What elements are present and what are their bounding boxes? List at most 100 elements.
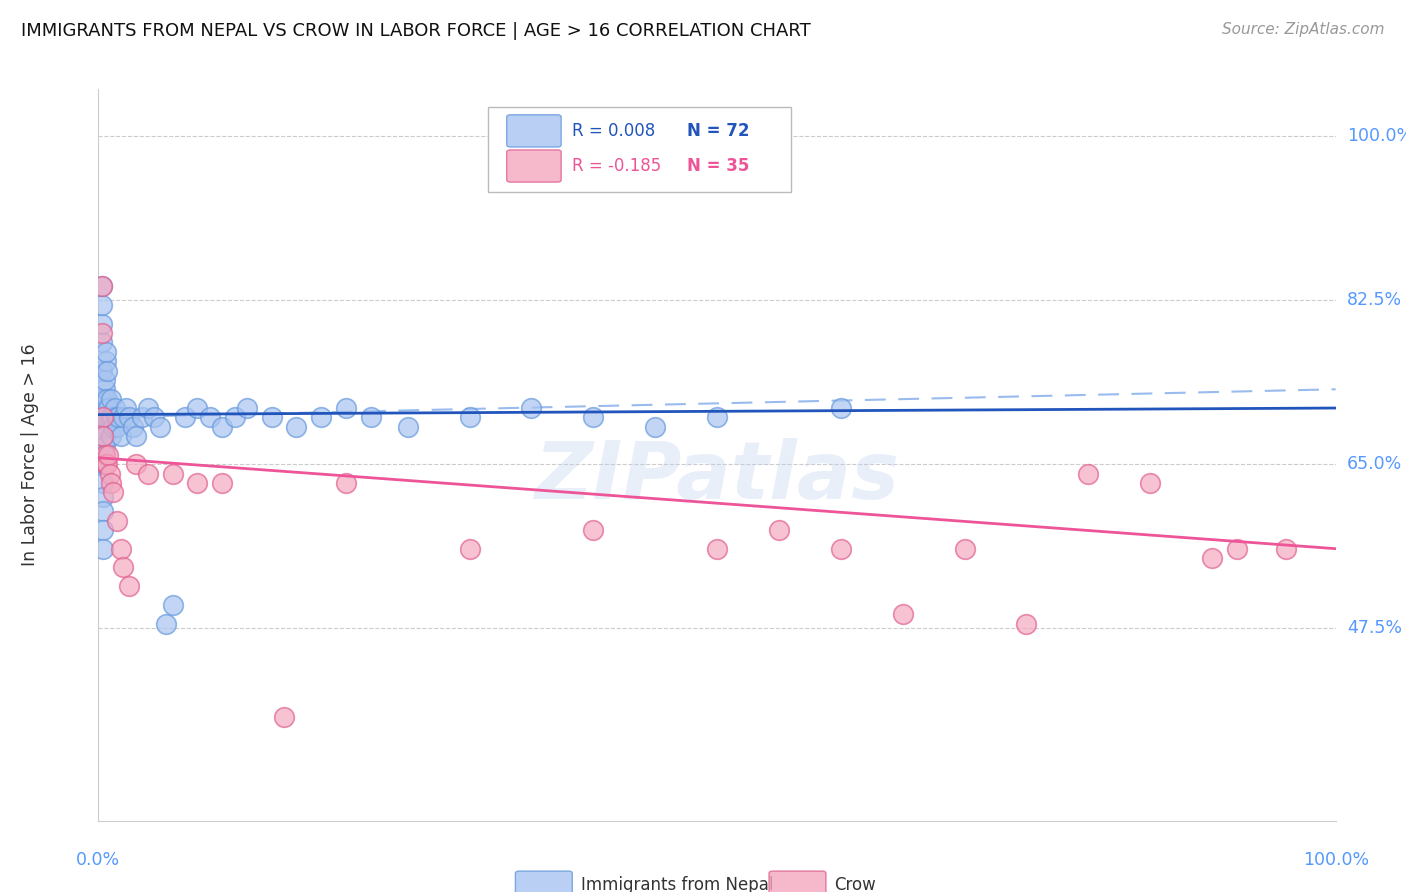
Point — [582, 410, 605, 425]
Point — [93, 523, 115, 537]
Point — [1275, 541, 1298, 556]
Point — [360, 410, 382, 425]
Point — [91, 279, 114, 293]
Point — [93, 541, 115, 556]
Point — [90, 410, 112, 425]
Point — [335, 401, 357, 415]
Point — [110, 541, 132, 556]
Point — [396, 419, 419, 434]
Point — [94, 354, 117, 368]
Point — [143, 410, 166, 425]
Point — [582, 523, 605, 537]
Point — [136, 401, 159, 415]
Point — [93, 419, 115, 434]
Point — [93, 392, 115, 406]
Point — [136, 467, 159, 481]
FancyBboxPatch shape — [516, 871, 572, 892]
Point — [97, 401, 120, 415]
Point — [93, 458, 115, 472]
Point — [94, 344, 117, 359]
Point — [186, 476, 208, 491]
Point — [953, 541, 976, 556]
Point — [100, 392, 122, 406]
Point — [93, 448, 115, 462]
Point — [186, 401, 208, 415]
Point — [1077, 467, 1099, 481]
Point — [1139, 476, 1161, 491]
Point — [458, 541, 481, 556]
Point — [103, 401, 125, 415]
Point — [155, 616, 177, 631]
Text: 100.0%: 100.0% — [1347, 127, 1406, 145]
Point — [93, 429, 115, 443]
Point — [124, 429, 146, 443]
Point — [830, 401, 852, 415]
Point — [96, 458, 118, 472]
Point — [104, 410, 127, 425]
Point — [91, 326, 114, 340]
Point — [1201, 551, 1223, 566]
Point — [706, 541, 728, 556]
Point — [1015, 616, 1038, 631]
Point — [124, 458, 146, 472]
FancyBboxPatch shape — [769, 871, 825, 892]
Point — [112, 560, 135, 574]
FancyBboxPatch shape — [506, 150, 561, 182]
Point — [91, 363, 114, 377]
Point — [105, 514, 128, 528]
Point — [211, 419, 233, 434]
Point — [93, 382, 115, 396]
Point — [162, 598, 184, 612]
Point — [224, 410, 246, 425]
Point — [91, 279, 114, 293]
Text: N = 35: N = 35 — [688, 157, 749, 175]
Point — [830, 541, 852, 556]
Point — [198, 410, 221, 425]
Point — [103, 485, 125, 500]
Point — [110, 429, 132, 443]
Point — [122, 419, 145, 434]
Text: R = 0.008: R = 0.008 — [572, 122, 655, 140]
Point — [93, 373, 115, 387]
Point — [105, 419, 128, 434]
Point — [91, 335, 114, 350]
Text: Crow: Crow — [835, 876, 876, 892]
Point — [93, 410, 115, 425]
Point — [260, 410, 283, 425]
Text: 65.0%: 65.0% — [1347, 455, 1402, 474]
Text: IMMIGRANTS FROM NEPAL VS CROW IN LABOR FORCE | AGE > 16 CORRELATION CHART: IMMIGRANTS FROM NEPAL VS CROW IN LABOR F… — [21, 22, 811, 40]
Point — [162, 467, 184, 481]
FancyBboxPatch shape — [506, 115, 561, 147]
Text: 100.0%: 100.0% — [1302, 851, 1369, 869]
Point — [97, 448, 120, 462]
Point — [891, 607, 914, 622]
Text: Immigrants from Nepal: Immigrants from Nepal — [581, 876, 773, 892]
Point — [93, 504, 115, 518]
Point — [94, 458, 117, 472]
Point — [458, 410, 481, 425]
Point — [149, 419, 172, 434]
Point — [100, 429, 122, 443]
Text: R = -0.185: R = -0.185 — [572, 157, 662, 175]
Text: ZIPatlas: ZIPatlas — [534, 438, 900, 516]
Text: Source: ZipAtlas.com: Source: ZipAtlas.com — [1222, 22, 1385, 37]
Point — [98, 467, 121, 481]
Point — [103, 419, 125, 434]
Point — [96, 392, 118, 406]
Point — [211, 476, 233, 491]
Point — [90, 392, 112, 406]
Point — [644, 419, 666, 434]
Point — [706, 410, 728, 425]
Point — [131, 410, 153, 425]
Point — [93, 429, 115, 443]
Point — [114, 401, 136, 415]
Point — [174, 410, 197, 425]
Point — [93, 448, 115, 462]
Point — [91, 419, 114, 434]
Point — [93, 410, 115, 425]
Point — [98, 410, 121, 425]
Text: 47.5%: 47.5% — [1347, 619, 1402, 638]
Text: 82.5%: 82.5% — [1347, 291, 1402, 310]
Point — [93, 476, 115, 491]
Point — [768, 523, 790, 537]
